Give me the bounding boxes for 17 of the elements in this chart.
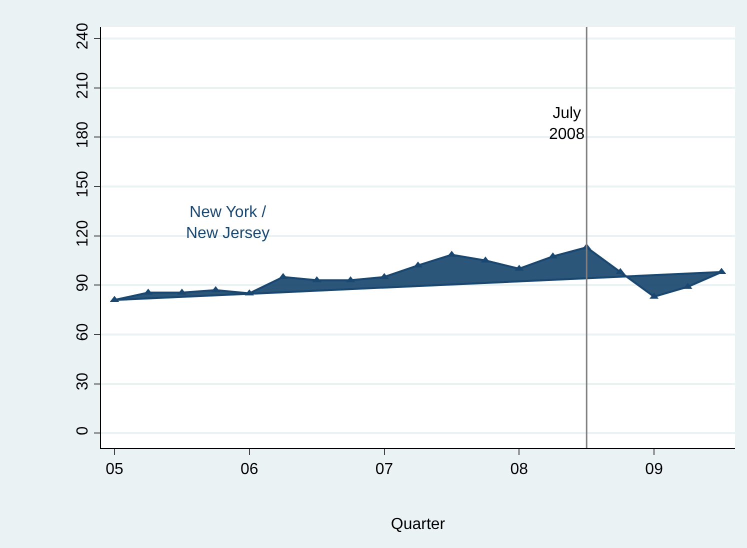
x-tick-label: 06 — [240, 461, 258, 478]
y-tick-label: 120 — [74, 220, 92, 247]
y-tick-label: 210 — [74, 72, 92, 99]
x-tick-label: 07 — [375, 461, 394, 478]
y-tick-label: 0 — [74, 426, 92, 436]
x-tick-label: 09 — [645, 461, 664, 478]
y-tick-label: 180 — [74, 121, 92, 148]
y-tick-label: 150 — [74, 170, 92, 198]
y-tick-label: 90 — [74, 274, 92, 292]
text: New York / New Jersey — [186, 204, 270, 242]
x-tick-label: 05 — [106, 461, 124, 478]
x-axis-title: Quarter — [390, 516, 446, 533]
y-tick-label: 240 — [74, 22, 92, 50]
y-tick-label: 30 — [74, 372, 92, 390]
y-tick-label: 60 — [74, 323, 92, 342]
x-tick-label: 08 — [510, 461, 528, 478]
ref-line-label: July 2008 — [549, 105, 585, 143]
